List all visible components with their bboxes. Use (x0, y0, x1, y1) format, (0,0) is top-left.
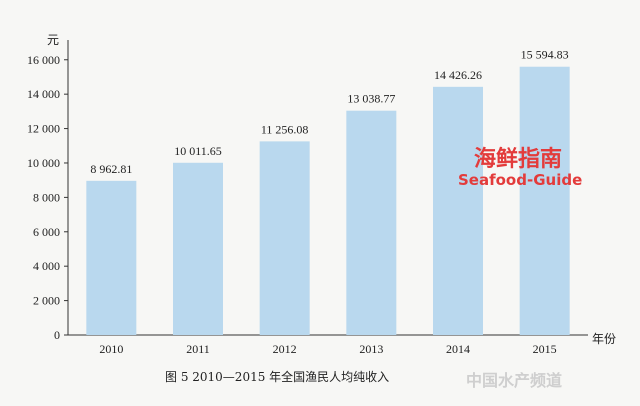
data-label: 15 594.83 (521, 48, 569, 62)
y-tick-label: 2 000 (33, 294, 60, 308)
bar-2011 (173, 162, 223, 335)
y-tick-label: 10 000 (27, 156, 60, 170)
axes: 0 2 000 4 000 6 000 8 000 10 000 12 000 14 000 1… (27, 40, 588, 342)
y-tick-label: 8 000 (33, 190, 60, 204)
watermark: 海鲜指南 Seafood-Guide 中国水产频道 (458, 146, 582, 390)
bar-2010 (86, 180, 137, 335)
x-tick-label: 2015 (533, 342, 557, 356)
y-tick-label: 16 000 (27, 53, 60, 67)
watermark-cn: 海鲜指南 (474, 146, 562, 172)
watermark-en: Seafood-Guide (458, 171, 582, 189)
x-tick-label: 2013 (359, 342, 383, 356)
data-label: 13 038.77 (347, 92, 395, 106)
bar-2012 (259, 141, 310, 335)
data-label: 10 011.65 (174, 144, 222, 158)
y-axis-label: 元 (47, 33, 59, 47)
bar-2015 (519, 66, 570, 335)
y-tick-label: 4 000 (33, 259, 60, 273)
labels: 8 962.81 2010 10 011.65 2011 11 256.08 2012 13… (90, 48, 568, 356)
bars (86, 66, 570, 335)
x-tick-label: 2011 (186, 342, 210, 356)
x-tick-label: 2010 (99, 342, 123, 356)
data-label: 11 256.08 (261, 122, 309, 136)
bar-2013 (346, 110, 397, 335)
x-tick-label: 2014 (446, 342, 470, 356)
data-label: 14 426.26 (434, 68, 482, 82)
data-label: 8 962.81 (90, 162, 132, 176)
chart-title: 图 5 2010—2015 年全国渔民人均纯收入 (165, 369, 389, 384)
y-tick-label: 6 000 (33, 225, 60, 239)
watermark-corner: 中国水产频道 (466, 371, 562, 390)
x-tick-label: 2012 (273, 342, 297, 356)
y-tick-label: 12 000 (27, 122, 60, 136)
y-tick-label: 14 000 (27, 87, 60, 101)
x-axis-label: 年份 (592, 332, 616, 346)
y-tick-label: 0 (54, 328, 60, 342)
bar-2014 (433, 86, 483, 335)
